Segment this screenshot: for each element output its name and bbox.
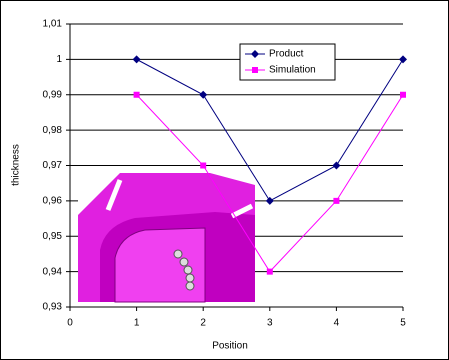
y-axis-title: thickness xyxy=(11,144,22,186)
x-axis-title: Position xyxy=(212,341,248,352)
legend-label: Simulation xyxy=(269,65,316,76)
data-point xyxy=(200,163,206,169)
legend-label: Product xyxy=(269,49,304,60)
x-tick-label: 1 xyxy=(134,318,140,329)
inset-point xyxy=(180,258,188,266)
data-point xyxy=(333,198,339,204)
x-tick-label: 2 xyxy=(200,318,206,329)
y-tick-label: 1 xyxy=(56,54,62,65)
y-tick-label: 0,97 xyxy=(43,160,63,171)
y-tick-label: 0,93 xyxy=(43,302,63,313)
inset-point xyxy=(184,266,192,274)
data-point xyxy=(400,92,406,98)
y-tick-label: 0,96 xyxy=(43,196,63,207)
x-tick-label: 0 xyxy=(67,318,73,329)
inset-point xyxy=(186,274,194,282)
inset-image xyxy=(78,173,255,302)
chart: 0,930,940,950,960,970,980,9911,01012345 … xyxy=(0,0,449,360)
y-tick-label: 0,98 xyxy=(43,125,63,136)
y-tick-label: 0,99 xyxy=(43,89,63,100)
x-tick-label: 3 xyxy=(267,318,273,329)
data-point xyxy=(134,92,140,98)
x-tick-label: 5 xyxy=(400,318,406,329)
data-point xyxy=(267,269,273,275)
inset-point xyxy=(174,250,182,258)
legend-marker xyxy=(252,67,258,73)
y-tick-label: 0,95 xyxy=(43,231,63,242)
y-tick-label: 0,94 xyxy=(43,266,63,277)
inset-point xyxy=(186,282,194,290)
x-tick-label: 4 xyxy=(334,318,340,329)
y-tick-label: 1,01 xyxy=(43,19,63,30)
inset-floor xyxy=(115,228,205,302)
